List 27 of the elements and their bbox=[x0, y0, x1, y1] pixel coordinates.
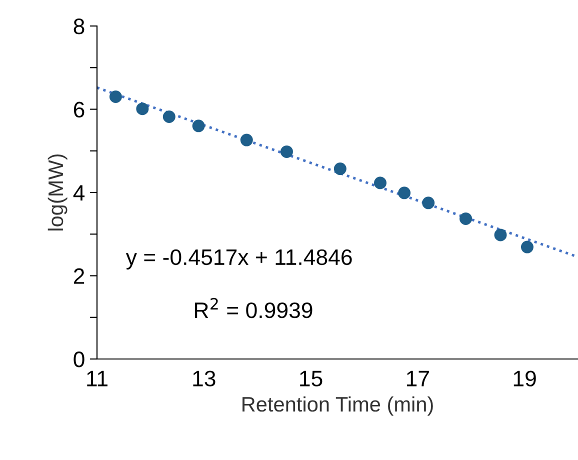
point bbox=[240, 134, 253, 146]
x-tick-label: 17 bbox=[407, 370, 429, 386]
y-tick-label: 2 bbox=[74, 268, 84, 284]
point bbox=[162, 110, 176, 123]
x-tick-label: 15 bbox=[300, 370, 322, 386]
x-tick-label: 13 bbox=[193, 370, 216, 386]
y-tick-label: 8 bbox=[74, 18, 84, 34]
point bbox=[422, 196, 435, 210]
point bbox=[460, 212, 472, 225]
point bbox=[280, 145, 293, 158]
y-tick-label: 0 bbox=[74, 352, 84, 368]
x-tick-label: 11 bbox=[87, 370, 108, 386]
y-tick-label: 4 bbox=[73, 185, 85, 201]
y-axis-title: log(MW) bbox=[48, 154, 68, 230]
point bbox=[334, 162, 346, 176]
annotation: R$^{2}$ = 0.9939 bbox=[195, 298, 312, 318]
point bbox=[109, 90, 122, 104]
annotation: y = -0.4517x + 11.4846 bbox=[126, 249, 352, 270]
point bbox=[520, 240, 534, 254]
point bbox=[494, 228, 507, 242]
point bbox=[192, 120, 205, 132]
x-axis-title: Retention Time (min) bbox=[242, 396, 433, 416]
x-tick-label: 19 bbox=[514, 370, 536, 386]
y-tick-label: 6 bbox=[74, 102, 84, 118]
point bbox=[374, 176, 387, 190]
point bbox=[398, 186, 411, 200]
point bbox=[136, 102, 149, 116]
